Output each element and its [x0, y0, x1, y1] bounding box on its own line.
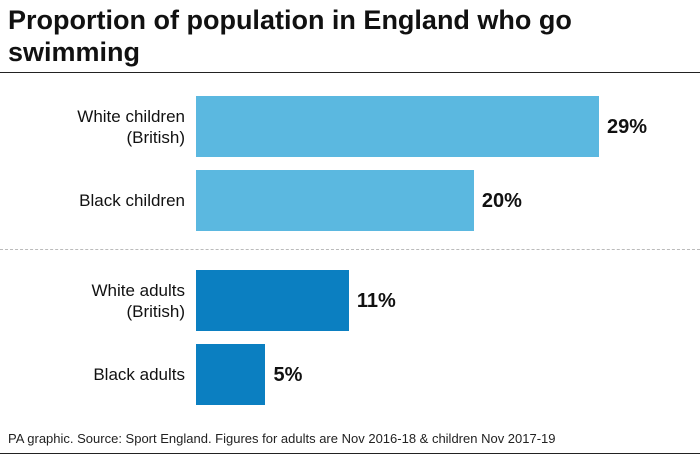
bar [196, 96, 599, 157]
bar [196, 270, 349, 331]
title-rule [0, 72, 700, 73]
value-label: 5% [273, 363, 303, 386]
category-label: Black children [79, 191, 185, 210]
footer-rule [0, 453, 700, 454]
value-label: 20% [481, 189, 522, 212]
group-separator [0, 249, 700, 250]
source-note: PA graphic. Source: Sport England. Figur… [8, 431, 556, 446]
bar [196, 170, 474, 231]
chart-title: Proportion of population in England who … [8, 5, 572, 67]
value-label: 11% [356, 289, 396, 312]
category-label: White children (British) [77, 106, 185, 147]
category-label: White adults (British) [91, 280, 185, 321]
category-label: Black adults [93, 365, 185, 384]
bar [196, 344, 266, 405]
value-label: 29% [607, 115, 648, 138]
